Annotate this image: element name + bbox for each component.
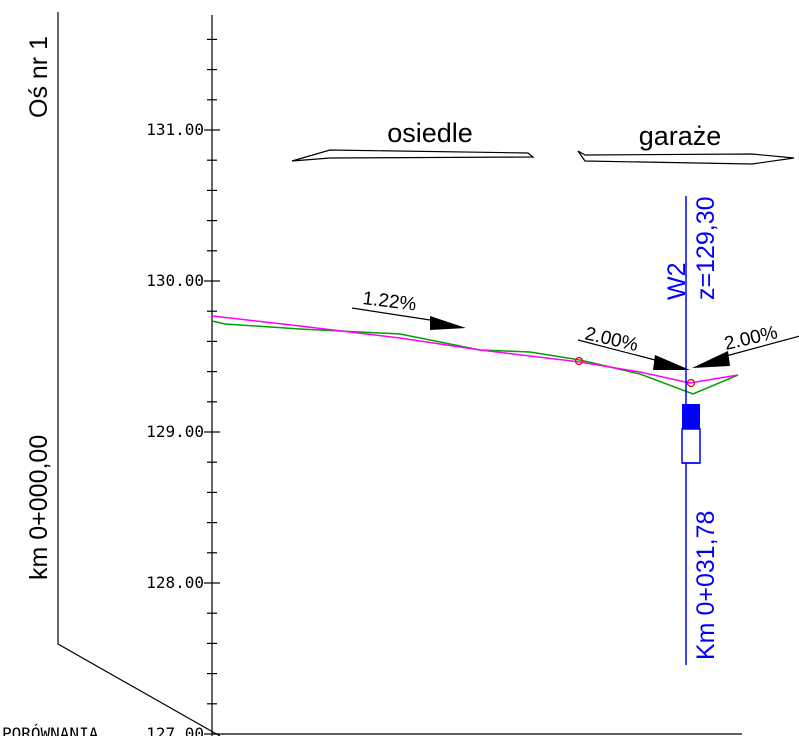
elevation-label: 128.00 [146, 573, 204, 592]
slope-arrowhead [653, 355, 690, 370]
km-label: km 0+000,00 [25, 435, 53, 580]
slope-arrow-line [577, 339, 656, 361]
slope-arrowhead [692, 351, 730, 368]
elevation-label: 130.00 [146, 271, 204, 290]
right-direction-label: garaże [639, 121, 722, 151]
scale-ticks [204, 38, 220, 735]
point-marker [574, 356, 584, 366]
design-line [211, 315, 739, 384]
terrain-line [211, 320, 739, 395]
well-station: Km 0+031,78 [692, 511, 720, 660]
slope-arrowhead [430, 316, 466, 330]
elevation-label: 127.00 [146, 724, 204, 736]
elevation-label: 129.00 [146, 422, 204, 441]
left-direction-arrow [291, 149, 535, 162]
well-shaft [681, 428, 701, 464]
datum-label: PORÓWNANIA [2, 724, 99, 736]
slope-right-label: 2.00% [722, 322, 779, 355]
well-marker [686, 378, 696, 388]
elevation-label: 131.00 [146, 120, 204, 139]
well-elevation: z=129,30 [692, 196, 720, 300]
axis-title: Oś nr 1 [25, 36, 53, 118]
slope-left-label: 2.00% [583, 323, 640, 356]
slope-main-label: 1.22% [361, 288, 417, 315]
slope-arrow-line [351, 307, 431, 321]
slope-arrow-line [725, 335, 799, 357]
right-direction-arrow [577, 150, 795, 165]
left-direction-label: osiedle [387, 118, 473, 148]
header-frame [57, 12, 221, 736]
well-symbol [682, 404, 700, 429]
well-name: W2 [663, 263, 691, 301]
